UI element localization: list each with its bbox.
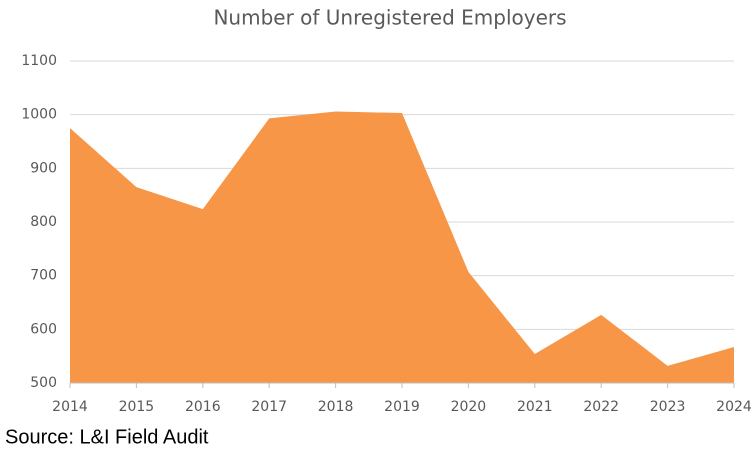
x-tick-label: 2015 <box>119 399 155 415</box>
y-tick-label: 600 <box>30 321 57 337</box>
x-tick-label: 2023 <box>650 399 686 415</box>
x-tick-label: 2020 <box>451 399 487 415</box>
y-tick-label: 1000 <box>21 107 57 123</box>
x-tick-label: 2016 <box>185 399 221 415</box>
x-tick-label: 2022 <box>583 399 619 415</box>
x-tick-label: 2014 <box>52 399 88 415</box>
source-note: Source: L&I Field Audit <box>5 426 209 448</box>
chart-title: Number of Unregistered Employers <box>213 6 566 30</box>
x-tick-label: 2021 <box>517 399 553 415</box>
y-tick-label: 700 <box>30 268 57 284</box>
y-tick-label: 800 <box>30 214 57 230</box>
area <box>70 111 734 384</box>
y-tick-label: 1100 <box>21 53 57 69</box>
y-tick-label: 900 <box>30 160 57 176</box>
y-tick-label: 500 <box>30 375 57 391</box>
x-tick-label: 2017 <box>251 399 287 415</box>
x-tick-label: 2019 <box>384 399 420 415</box>
x-tick-label: 2018 <box>318 399 354 415</box>
x-tick-label: 2024 <box>716 399 752 415</box>
